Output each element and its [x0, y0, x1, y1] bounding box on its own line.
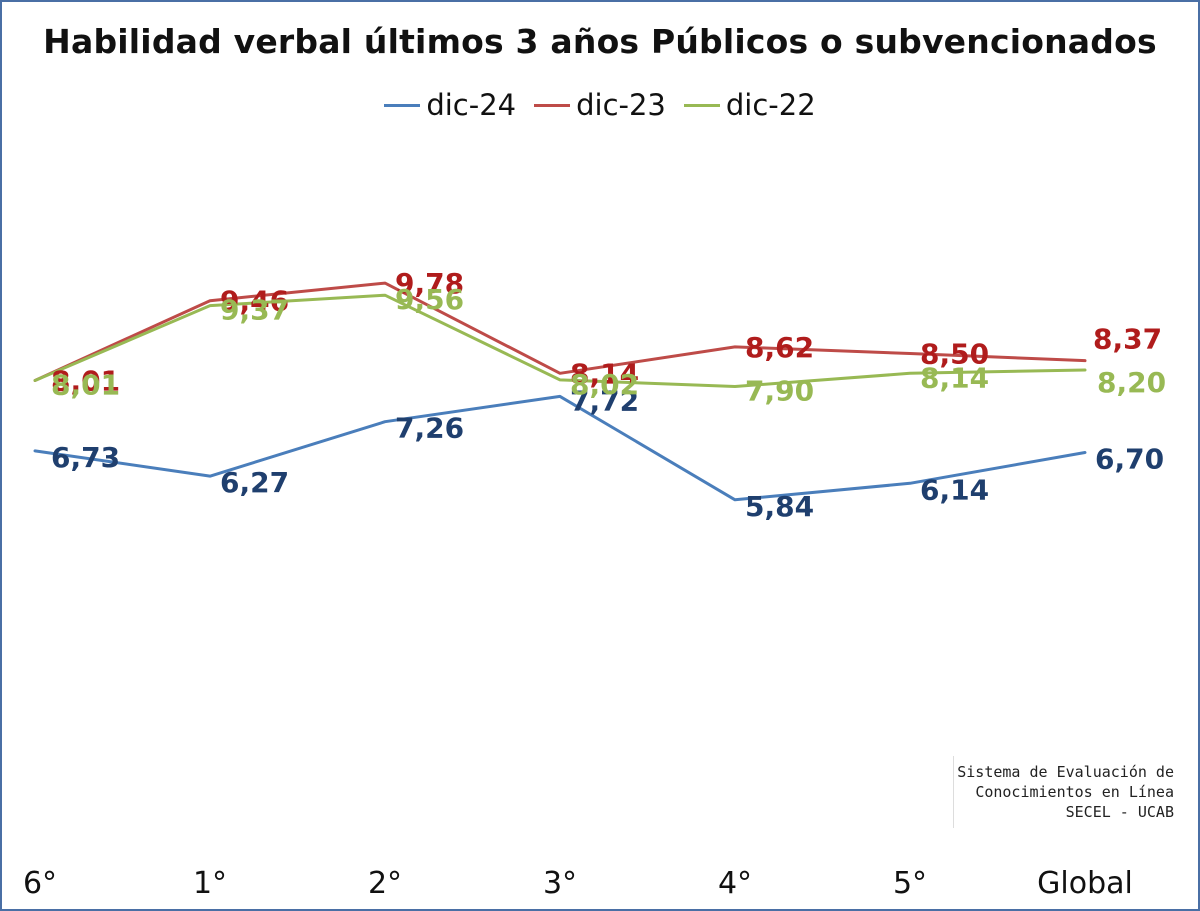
- data-label-dic-22: 7,90: [745, 375, 814, 408]
- data-label-dic-22: 9,56: [395, 283, 464, 316]
- credit-line-1: Sistema de Evaluación de: [957, 763, 1174, 781]
- credit-line-3: SECEL - UCAB: [1065, 803, 1174, 821]
- legend-item-dic-24: dic-24: [384, 88, 516, 122]
- x-tick-label: 6°: [23, 866, 57, 901]
- legend-item-dic-23: dic-23: [534, 88, 666, 122]
- data-label-dic-24: 7,26: [395, 412, 464, 445]
- x-tick-label: 1°: [193, 866, 227, 901]
- data-label-dic-24: 7,72: [570, 384, 639, 417]
- data-label-dic-22: 8,20: [1097, 366, 1166, 399]
- credit-line-2: Conocimientos en Línea: [975, 783, 1174, 801]
- data-label-dic-24: 6,14: [920, 473, 989, 506]
- legend-label: dic-22: [725, 88, 816, 122]
- data-label-dic-24: 6,27: [220, 466, 289, 499]
- data-label-dic-22: 8,14: [920, 361, 989, 394]
- data-label-dic-23: 8,50: [920, 338, 989, 371]
- series-line-dic-23: [33, 281, 1087, 382]
- chart-title: Habilidad verbal últimos 3 años Públicos…: [43, 22, 1157, 61]
- data-label-dic-23: 8,37: [1093, 323, 1162, 356]
- series-line-dic-22: [33, 293, 1087, 388]
- data-label-dic-24: 5,84: [745, 490, 814, 523]
- legend-item-dic-22: dic-22: [683, 88, 816, 122]
- data-label-dic-23: 8,62: [745, 331, 814, 364]
- data-label-dic-23: 8,01: [51, 364, 120, 397]
- legend-label: dic-24: [426, 88, 517, 122]
- chart-legend: dic-24 dic-23 dic-22: [0, 88, 1200, 122]
- series-line-dic-24: [33, 394, 1087, 502]
- x-tick-label: 3°: [543, 866, 577, 901]
- legend-swatch: [384, 103, 421, 107]
- data-label-dic-24: 6,70: [1095, 443, 1164, 476]
- data-label-dic-23: 9,46: [220, 285, 289, 318]
- credit-divider: [953, 756, 954, 828]
- data-label-dic-24: 6,73: [51, 441, 120, 474]
- credit-block: Sistema de Evaluación de Conocimientos e…: [957, 762, 1174, 822]
- data-label-dic-23: 9,78: [395, 267, 464, 300]
- x-tick-label: 2°: [368, 866, 402, 901]
- x-tick-label: 4°: [718, 866, 752, 901]
- legend-swatch: [683, 103, 720, 107]
- legend-label: dic-23: [576, 88, 666, 122]
- x-tick-label: Global: [1037, 866, 1133, 901]
- legend-swatch: [534, 103, 571, 107]
- data-label-dic-23: 8,14: [570, 357, 639, 390]
- data-label-dic-22: 9,37: [220, 294, 289, 327]
- x-tick-label: 5°: [893, 866, 927, 901]
- data-label-dic-22: 8,02: [570, 368, 639, 401]
- data-label-dic-22: 8,01: [51, 368, 120, 401]
